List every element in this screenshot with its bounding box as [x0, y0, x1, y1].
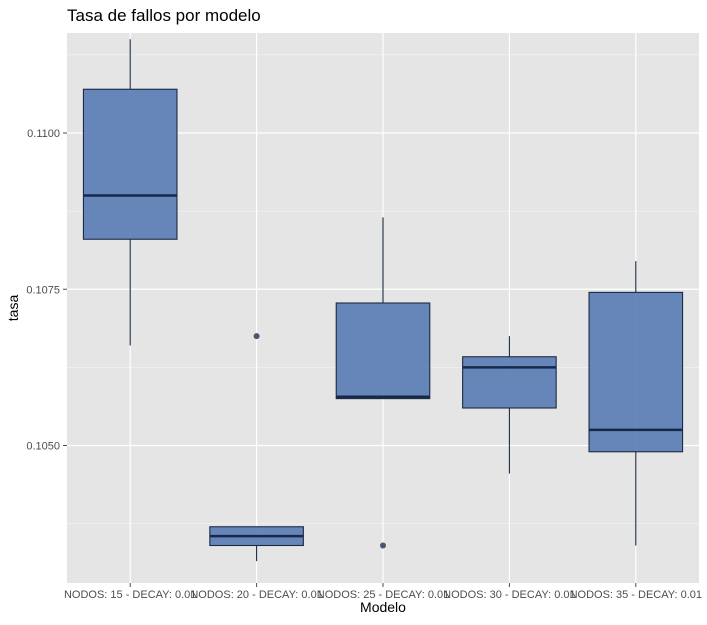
outlier-point: [380, 542, 386, 549]
x-tick-label: NODOS: 35 - DECAY: 0.01: [570, 589, 702, 601]
x-tick-label: NODOS: 30 - DECAY: 0.01: [443, 589, 575, 601]
box: [462, 356, 557, 409]
outlier-point: [253, 333, 260, 340]
x-axis-title: Modelo: [360, 599, 406, 615]
y-tick-label: 0.1100: [27, 128, 60, 140]
y-axis-title: tasa: [5, 295, 21, 322]
y-tick-label: 0.1075: [26, 284, 60, 296]
x-tick-label: NODOS: 20 - DECAY: 0.01: [190, 589, 322, 601]
box: [82, 88, 178, 240]
chart-title: Tasa de fallos por modelo: [67, 6, 261, 25]
x-tick-label: NODOS: 15 - DECAY: 0.01: [64, 589, 196, 601]
box-group: [335, 217, 431, 549]
box: [335, 302, 431, 400]
box-group: [462, 336, 557, 474]
box-group: [209, 333, 304, 562]
box-group: [82, 39, 178, 346]
y-axis: 0.1050 0.1075 0.1100: [26, 128, 67, 453]
box-group: [588, 261, 684, 546]
boxes: [82, 39, 684, 562]
box: [588, 291, 684, 453]
x-tick-label: NODOS: 25 - DECAY: 0.01: [317, 589, 449, 601]
y-tick-label: 0.1050: [26, 441, 60, 453]
